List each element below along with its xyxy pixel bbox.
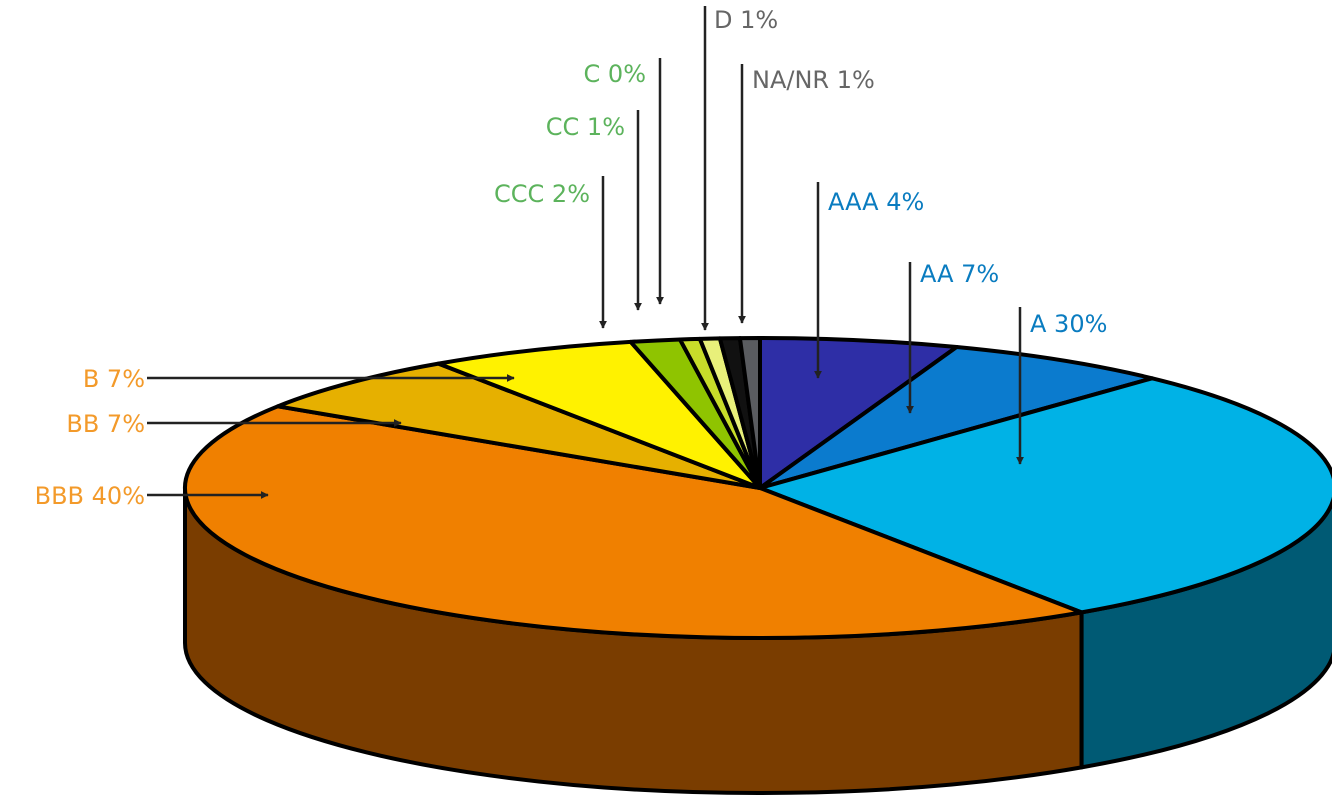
callout-label-cc: CC 1% — [546, 113, 625, 141]
pie-slice-na-nr — [737, 335, 762, 490]
callout-label-d: D 1% — [714, 6, 778, 34]
callout-label-ccc: CCC 2% — [494, 180, 590, 208]
pie-sides — [183, 486, 1332, 795]
callout-label-aa: AA 7% — [920, 260, 999, 288]
callout-label-aaa: AAA 4% — [828, 188, 924, 216]
pie-top-slices — [183, 335, 1332, 641]
pie-slice-aa — [758, 345, 1155, 490]
pie-slice-b — [436, 339, 762, 490]
callout-labels: AAA 4% AA 7% A 30% BBB 40% BB 7% B 7% CCC 2% CC… — [35, 6, 1108, 510]
callout-label-b: B 7% — [83, 365, 145, 393]
pie-slice-bb — [275, 361, 762, 490]
pie-slice-a — [758, 376, 1332, 615]
callout-label-na-nr: NA/NR 1% — [752, 66, 875, 94]
callout-label-bbb: BBB 40% — [35, 482, 145, 510]
callout-label-c: C 0% — [584, 60, 646, 88]
pie-slice-bbb — [183, 404, 1084, 641]
callout-label-a: A 30% — [1030, 310, 1107, 338]
callout-label-bb: BB 7% — [66, 410, 145, 438]
callout-arrows — [147, 6, 1024, 499]
